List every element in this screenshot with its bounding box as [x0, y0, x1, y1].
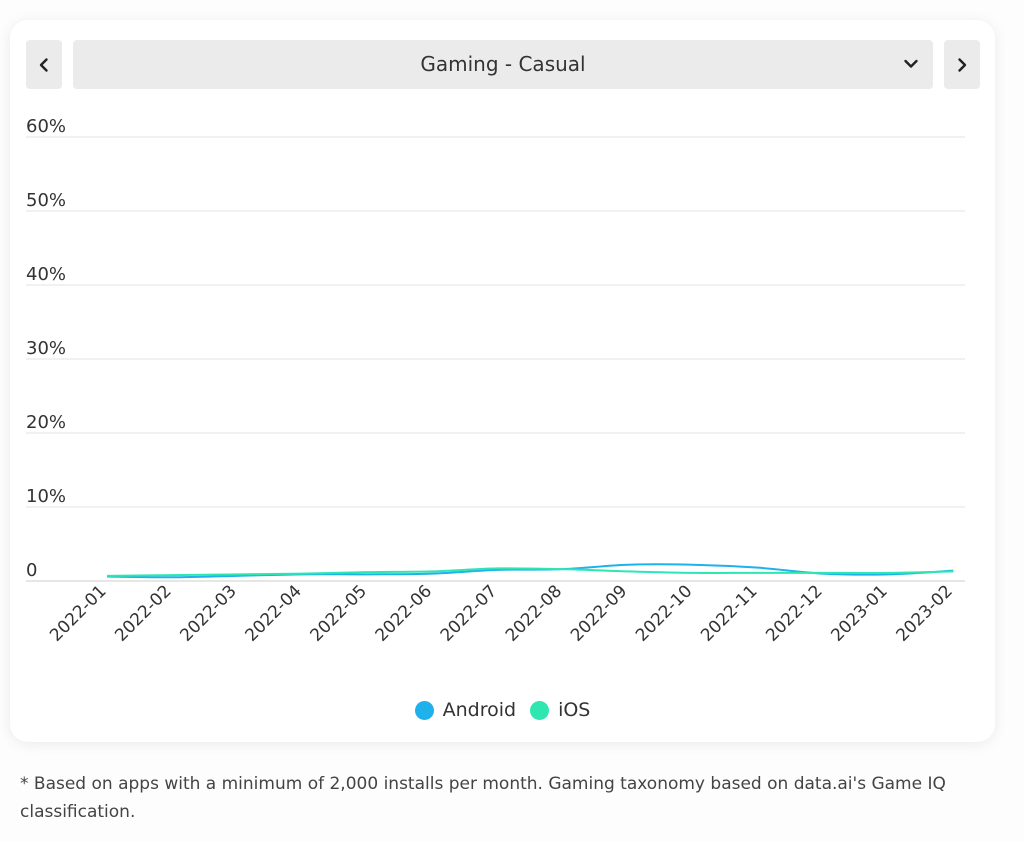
y-tick-label: 60%: [26, 116, 66, 137]
chevron-right-icon: [958, 57, 967, 72]
next-button[interactable]: [944, 40, 980, 89]
x-tick-label: 2022-06: [372, 581, 436, 645]
x-tick-label: 2022-11: [697, 581, 761, 645]
y-axis-ticks: 0 10% 20% 30% 40% 50% 60%: [26, 116, 66, 581]
x-tick-label: 2022-03: [176, 581, 240, 645]
x-tick-label: 2022-07: [437, 581, 501, 645]
x-tick-label: 2022-04: [241, 581, 305, 645]
x-tick-label: 2022-08: [502, 581, 566, 645]
y-tick-label: 20%: [26, 412, 66, 433]
x-tick-label: 2022-05: [307, 581, 371, 645]
footnote: * Based on apps with a minimum of 2,000 …: [20, 774, 946, 822]
chart-legend: Android iOS: [10, 696, 995, 724]
chart-card: Gaming - Casual 0 10% 20% 30% 40% 50% 60% 2022…: [10, 20, 995, 742]
y-tick-label: 30%: [26, 338, 66, 359]
legend-label: Android: [442, 699, 517, 721]
y-tick-label: 50%: [26, 190, 66, 211]
x-tick-label: 2022-01: [46, 581, 110, 645]
x-tick-label: 2022-12: [762, 581, 826, 645]
chevron-down-icon: [904, 59, 918, 68]
category-dropdown[interactable]: Gaming - Casual: [73, 40, 933, 89]
y-tick-label: 0: [26, 560, 37, 581]
y-tick-label: 40%: [26, 264, 66, 285]
x-tick-label: 2022-02: [111, 581, 175, 645]
line-chart: 010%20%30%40%50%60% 2022-01 2022-02 2022-0…: [26, 116, 965, 646]
series-lines: [106, 563, 954, 579]
y-tick-label: 10%: [26, 486, 66, 507]
legend-marker: [530, 700, 550, 720]
x-axis-ticks: 2022-01 2022-02 2022-03 2022-04 2022-05 2022-…: [46, 581, 957, 645]
legend-item-ios[interactable]: iOS: [530, 699, 590, 721]
legend-item-android[interactable]: Android: [414, 699, 517, 721]
category-dropdown-label: Gaming - Casual: [420, 52, 586, 76]
x-tick-label: 2022-10: [632, 581, 696, 645]
x-tick-label: 2023-02: [892, 581, 956, 645]
legend-marker: [414, 700, 434, 720]
legend-label: iOS: [558, 699, 591, 721]
series-line-ios: [106, 567, 954, 577]
x-tick-label: 2023-01: [827, 581, 891, 645]
previous-button[interactable]: [26, 40, 62, 89]
chevron-left-icon: [39, 57, 48, 72]
grid-lines: [26, 136, 965, 582]
x-tick-label: 2022-09: [567, 581, 631, 645]
